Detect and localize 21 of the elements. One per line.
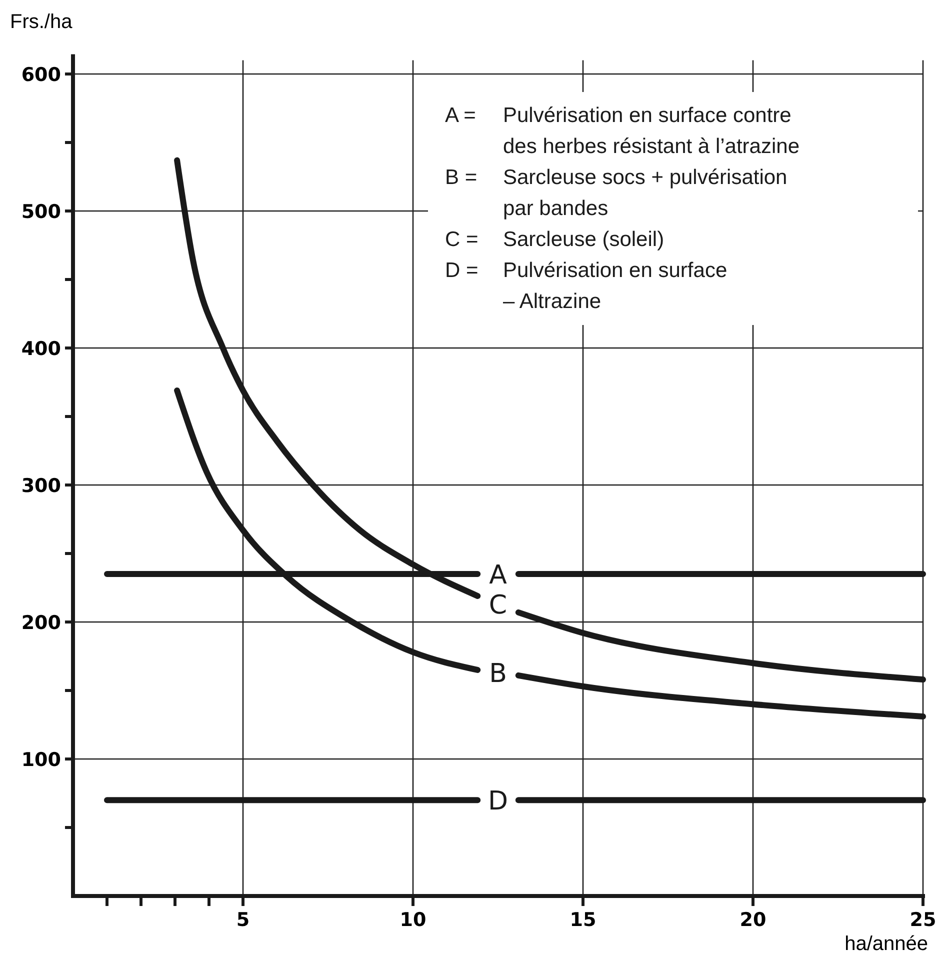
series-label: B xyxy=(489,659,507,690)
x-tick-label: 5 xyxy=(236,909,250,931)
y-tick-label: 400 xyxy=(21,338,61,360)
series-label: A xyxy=(489,560,508,590)
annotation: C = Sarcleuse (soleil) xyxy=(445,228,664,251)
x-tick-label: 10 xyxy=(400,909,426,931)
x-tick-label: 20 xyxy=(740,909,766,931)
text: A = Pulvérisation en surface contre des herbes résistant à l’atrazine xyxy=(445,104,800,158)
y-tick-label: 300 xyxy=(21,474,61,497)
x-tick-label: 15 xyxy=(570,909,596,931)
y-tick-label: 500 xyxy=(21,200,61,223)
y-axis-title: Frs./ha xyxy=(10,11,74,33)
x-axis-title: ha/année xyxy=(844,933,928,955)
y-tick-label: 200 xyxy=(21,612,61,634)
y-tick-label: 600 xyxy=(21,64,61,86)
text: B = Sarcleuse socs + pulvérisation par bandes xyxy=(445,166,788,220)
series-label: C xyxy=(488,590,508,621)
series-label: D xyxy=(488,786,508,816)
y-tick-label: 100 xyxy=(21,748,61,771)
annotation: D = Pulvérisation en surface – Altrazine xyxy=(445,259,728,313)
x-tick-label: 25 xyxy=(910,909,936,931)
